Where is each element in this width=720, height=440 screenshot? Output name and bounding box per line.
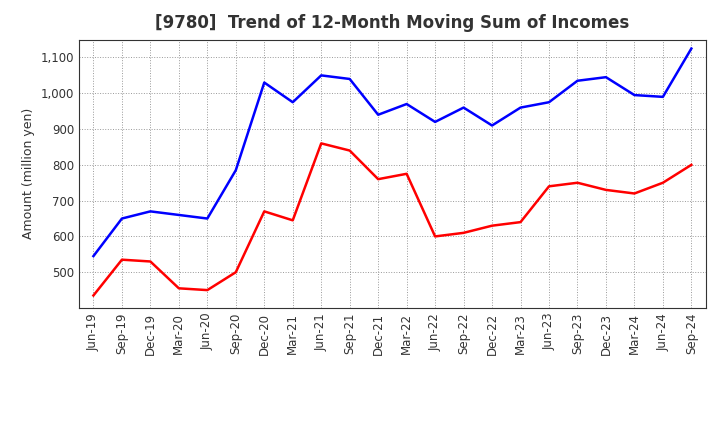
Net Income (232, 270, 240, 275)
Net Income (346, 148, 354, 153)
Net Income (174, 286, 183, 291)
Ordinary Income (545, 99, 554, 105)
Net Income (687, 162, 696, 168)
Net Income (146, 259, 155, 264)
Ordinary Income (487, 123, 496, 128)
Ordinary Income (602, 74, 611, 80)
Ordinary Income (346, 76, 354, 81)
Net Income (117, 257, 126, 262)
Ordinary Income (659, 94, 667, 99)
Net Income (402, 171, 411, 176)
Net Income (487, 223, 496, 228)
Ordinary Income (260, 80, 269, 85)
Line: Net Income: Net Income (94, 143, 691, 296)
Ordinary Income (89, 253, 98, 259)
Ordinary Income (573, 78, 582, 84)
Ordinary Income (431, 119, 439, 125)
Ordinary Income (317, 73, 325, 78)
Ordinary Income (630, 92, 639, 98)
Net Income (289, 218, 297, 223)
Ordinary Income (146, 209, 155, 214)
Net Income (203, 287, 212, 293)
Ordinary Income (232, 168, 240, 173)
Ordinary Income (289, 99, 297, 105)
Net Income (659, 180, 667, 185)
Net Income (317, 141, 325, 146)
Net Income (260, 209, 269, 214)
Ordinary Income (516, 105, 525, 110)
Net Income (602, 187, 611, 193)
Ordinary Income (374, 112, 382, 117)
Net Income (573, 180, 582, 185)
Line: Ordinary Income: Ordinary Income (94, 48, 691, 256)
Ordinary Income (117, 216, 126, 221)
Net Income (459, 230, 468, 235)
Net Income (545, 183, 554, 189)
Ordinary Income (402, 101, 411, 106)
Net Income (516, 220, 525, 225)
Y-axis label: Amount (million yen): Amount (million yen) (22, 108, 35, 239)
Title: [9780]  Trend of 12-Month Moving Sum of Incomes: [9780] Trend of 12-Month Moving Sum of I… (156, 15, 629, 33)
Ordinary Income (687, 46, 696, 51)
Ordinary Income (459, 105, 468, 110)
Ordinary Income (203, 216, 212, 221)
Net Income (630, 191, 639, 196)
Net Income (89, 293, 98, 298)
Net Income (374, 176, 382, 182)
Ordinary Income (174, 213, 183, 218)
Net Income (431, 234, 439, 239)
